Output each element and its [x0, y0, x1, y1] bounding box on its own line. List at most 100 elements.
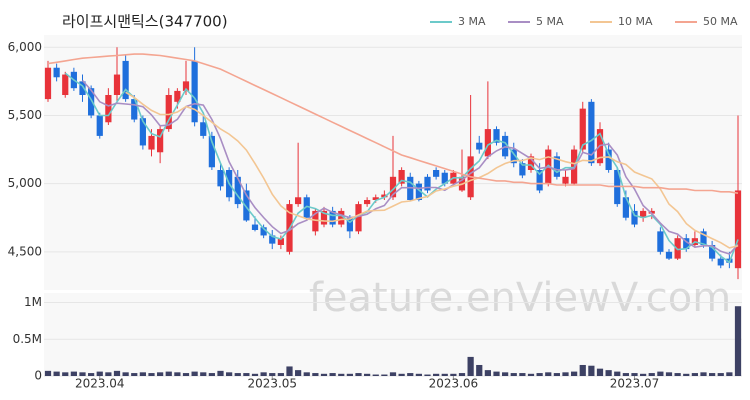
candle-body — [433, 170, 440, 177]
candle-body — [476, 142, 483, 150]
candle-body — [62, 74, 69, 95]
x-tick-label: 2023.05 — [247, 377, 297, 391]
volume-bar — [243, 373, 250, 376]
candle-body — [191, 60, 198, 123]
candle-body — [665, 251, 673, 259]
candle-body — [631, 210, 638, 225]
ma-line — [125, 91, 739, 249]
volume-bar — [657, 371, 664, 376]
candle-body — [139, 118, 146, 146]
y-tick-label: 1M — [24, 295, 42, 309]
candle-body — [562, 176, 569, 184]
volume-bar — [208, 373, 215, 376]
candle-body — [355, 204, 362, 232]
volume-bar — [700, 372, 707, 376]
y-tick-label: 5,500 — [8, 108, 42, 122]
volume-bar — [726, 372, 733, 376]
volume-bar — [536, 373, 543, 376]
candle-body — [605, 149, 612, 170]
volume-bar — [372, 374, 379, 376]
volume-bar — [320, 373, 328, 376]
candle-body — [165, 95, 172, 130]
ma-line — [47, 53, 739, 194]
volume-bar — [286, 366, 293, 376]
volume-bar — [105, 372, 112, 376]
candle-body — [174, 90, 181, 102]
volume-bar — [648, 373, 655, 376]
volume-bar — [458, 373, 466, 376]
legend: 3 MA 5 MA 10 MA 50 MA — [430, 15, 738, 28]
volume-bar — [234, 373, 241, 376]
candle-body — [96, 115, 103, 136]
volume-bar — [303, 372, 310, 376]
candle-body — [122, 60, 129, 100]
volume-bar — [476, 364, 483, 376]
volume-bar — [415, 373, 422, 376]
candle-body — [295, 197, 302, 205]
volume-bar — [312, 373, 319, 376]
candle-body — [364, 200, 371, 205]
volume-bar — [553, 373, 560, 376]
candle-body — [683, 238, 690, 250]
legend-label: 5 MA — [536, 15, 564, 28]
volume-bar — [329, 373, 336, 376]
volume-bar — [355, 373, 362, 376]
candle-body — [338, 210, 345, 225]
candle-body — [372, 197, 379, 200]
candle-body — [484, 129, 491, 157]
volume-bar — [70, 371, 77, 376]
candle-body — [381, 194, 388, 198]
volume-bar — [157, 372, 164, 376]
volume-bar — [734, 306, 742, 376]
volume-bar — [346, 373, 353, 376]
volume-bar — [665, 372, 673, 376]
volume-bar — [596, 368, 604, 376]
candle-body — [277, 238, 284, 245]
candle-body — [657, 231, 664, 252]
candle-body — [157, 129, 164, 153]
candle-body — [622, 197, 629, 218]
candle-body — [519, 163, 526, 176]
candle-body — [243, 190, 250, 221]
volume-bar — [519, 373, 526, 376]
legend-label: 10 MA — [618, 15, 653, 28]
candle-body — [113, 74, 121, 95]
legend-label: 3 MA — [458, 15, 486, 28]
volume-bar — [433, 373, 440, 376]
volume-bar — [588, 365, 595, 376]
candle-body — [269, 235, 276, 244]
volume-bar — [571, 371, 578, 376]
candle-body — [579, 108, 586, 150]
candle-body — [553, 156, 560, 177]
volume-bar — [260, 372, 267, 376]
candle-body — [234, 176, 241, 205]
volume-bar — [640, 373, 647, 376]
candle-body — [389, 176, 397, 198]
volume-bar — [510, 373, 517, 376]
volume-bar — [53, 371, 60, 376]
volume-bar — [191, 371, 198, 376]
candle-body — [536, 170, 543, 191]
volume-bar — [338, 373, 345, 376]
volume-bar — [562, 372, 569, 376]
x-tick-label: 2023.06 — [429, 377, 479, 391]
candle-body — [53, 67, 60, 78]
candle-body — [105, 95, 112, 123]
x-tick-label: 2023.04 — [75, 377, 125, 391]
volume-bar — [527, 373, 535, 376]
volume-bar — [450, 373, 457, 376]
watermark: feature.enViewV.com — [309, 275, 731, 321]
volume-bar — [502, 372, 509, 376]
volume-bar — [631, 373, 638, 376]
y-tick-label: 5,000 — [8, 176, 42, 190]
volume-bar — [79, 372, 86, 376]
candle-body — [303, 197, 310, 218]
volume-bar — [441, 373, 448, 376]
volume-bar — [614, 371, 621, 376]
legend-label: 50 MA — [703, 15, 738, 28]
candle-body — [640, 210, 647, 218]
volume-bar — [407, 373, 414, 376]
volume-bar — [277, 373, 284, 376]
candle-body — [648, 210, 655, 214]
